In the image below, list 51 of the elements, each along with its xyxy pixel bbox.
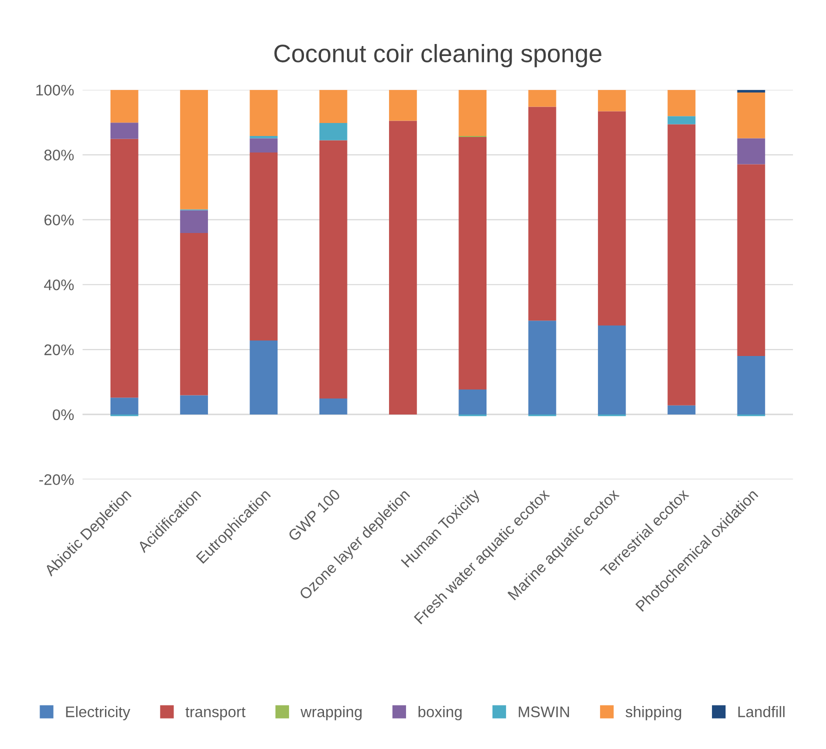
legend-label: Electricity xyxy=(66,706,130,720)
bar xyxy=(180,233,208,396)
y-tick-label: 80% xyxy=(44,150,74,160)
bar xyxy=(668,116,696,124)
y-tick-label: 100% xyxy=(36,84,74,96)
y-tick-label: 60% xyxy=(44,214,74,226)
bar xyxy=(110,138,138,398)
bar xyxy=(110,122,138,139)
bar xyxy=(319,398,348,414)
bar xyxy=(458,90,487,136)
bar xyxy=(180,395,208,414)
bar xyxy=(180,90,208,210)
bar xyxy=(737,138,766,164)
bar xyxy=(389,90,417,121)
legend-label: Landfill xyxy=(738,706,784,718)
bar xyxy=(528,90,556,107)
bar xyxy=(110,398,138,414)
bar xyxy=(528,320,556,414)
y-tick-label: 20% xyxy=(44,344,74,356)
chart-title: Coconut coir cleaning sponge xyxy=(274,44,602,68)
y-tick-label: 0% xyxy=(52,409,74,420)
bar xyxy=(110,90,138,123)
bar xyxy=(737,92,766,138)
bar xyxy=(250,152,278,340)
legend-label: boxing xyxy=(418,706,462,720)
legend-label: wrapping xyxy=(300,706,362,720)
bar xyxy=(319,140,348,399)
bar xyxy=(737,356,766,414)
bar xyxy=(737,164,766,356)
bar xyxy=(598,90,626,112)
bar xyxy=(668,90,696,116)
bar xyxy=(458,389,487,414)
bar xyxy=(180,210,208,234)
bar xyxy=(250,340,278,414)
bar xyxy=(668,405,696,414)
bar xyxy=(737,90,766,92)
bar xyxy=(458,136,487,390)
legend-label: transport xyxy=(186,707,246,720)
legend-label: shipping xyxy=(626,706,682,720)
bar xyxy=(389,120,417,414)
bar xyxy=(598,111,626,326)
bar xyxy=(319,90,348,123)
legend-label: MSWIN xyxy=(518,706,569,718)
bar xyxy=(250,138,278,153)
bar xyxy=(250,90,278,136)
bar xyxy=(668,124,696,406)
bar xyxy=(598,326,626,414)
y-tick-label: 40% xyxy=(44,279,74,290)
bar xyxy=(528,106,556,321)
y-tick-label: -20% xyxy=(39,474,74,486)
bar xyxy=(319,122,348,140)
